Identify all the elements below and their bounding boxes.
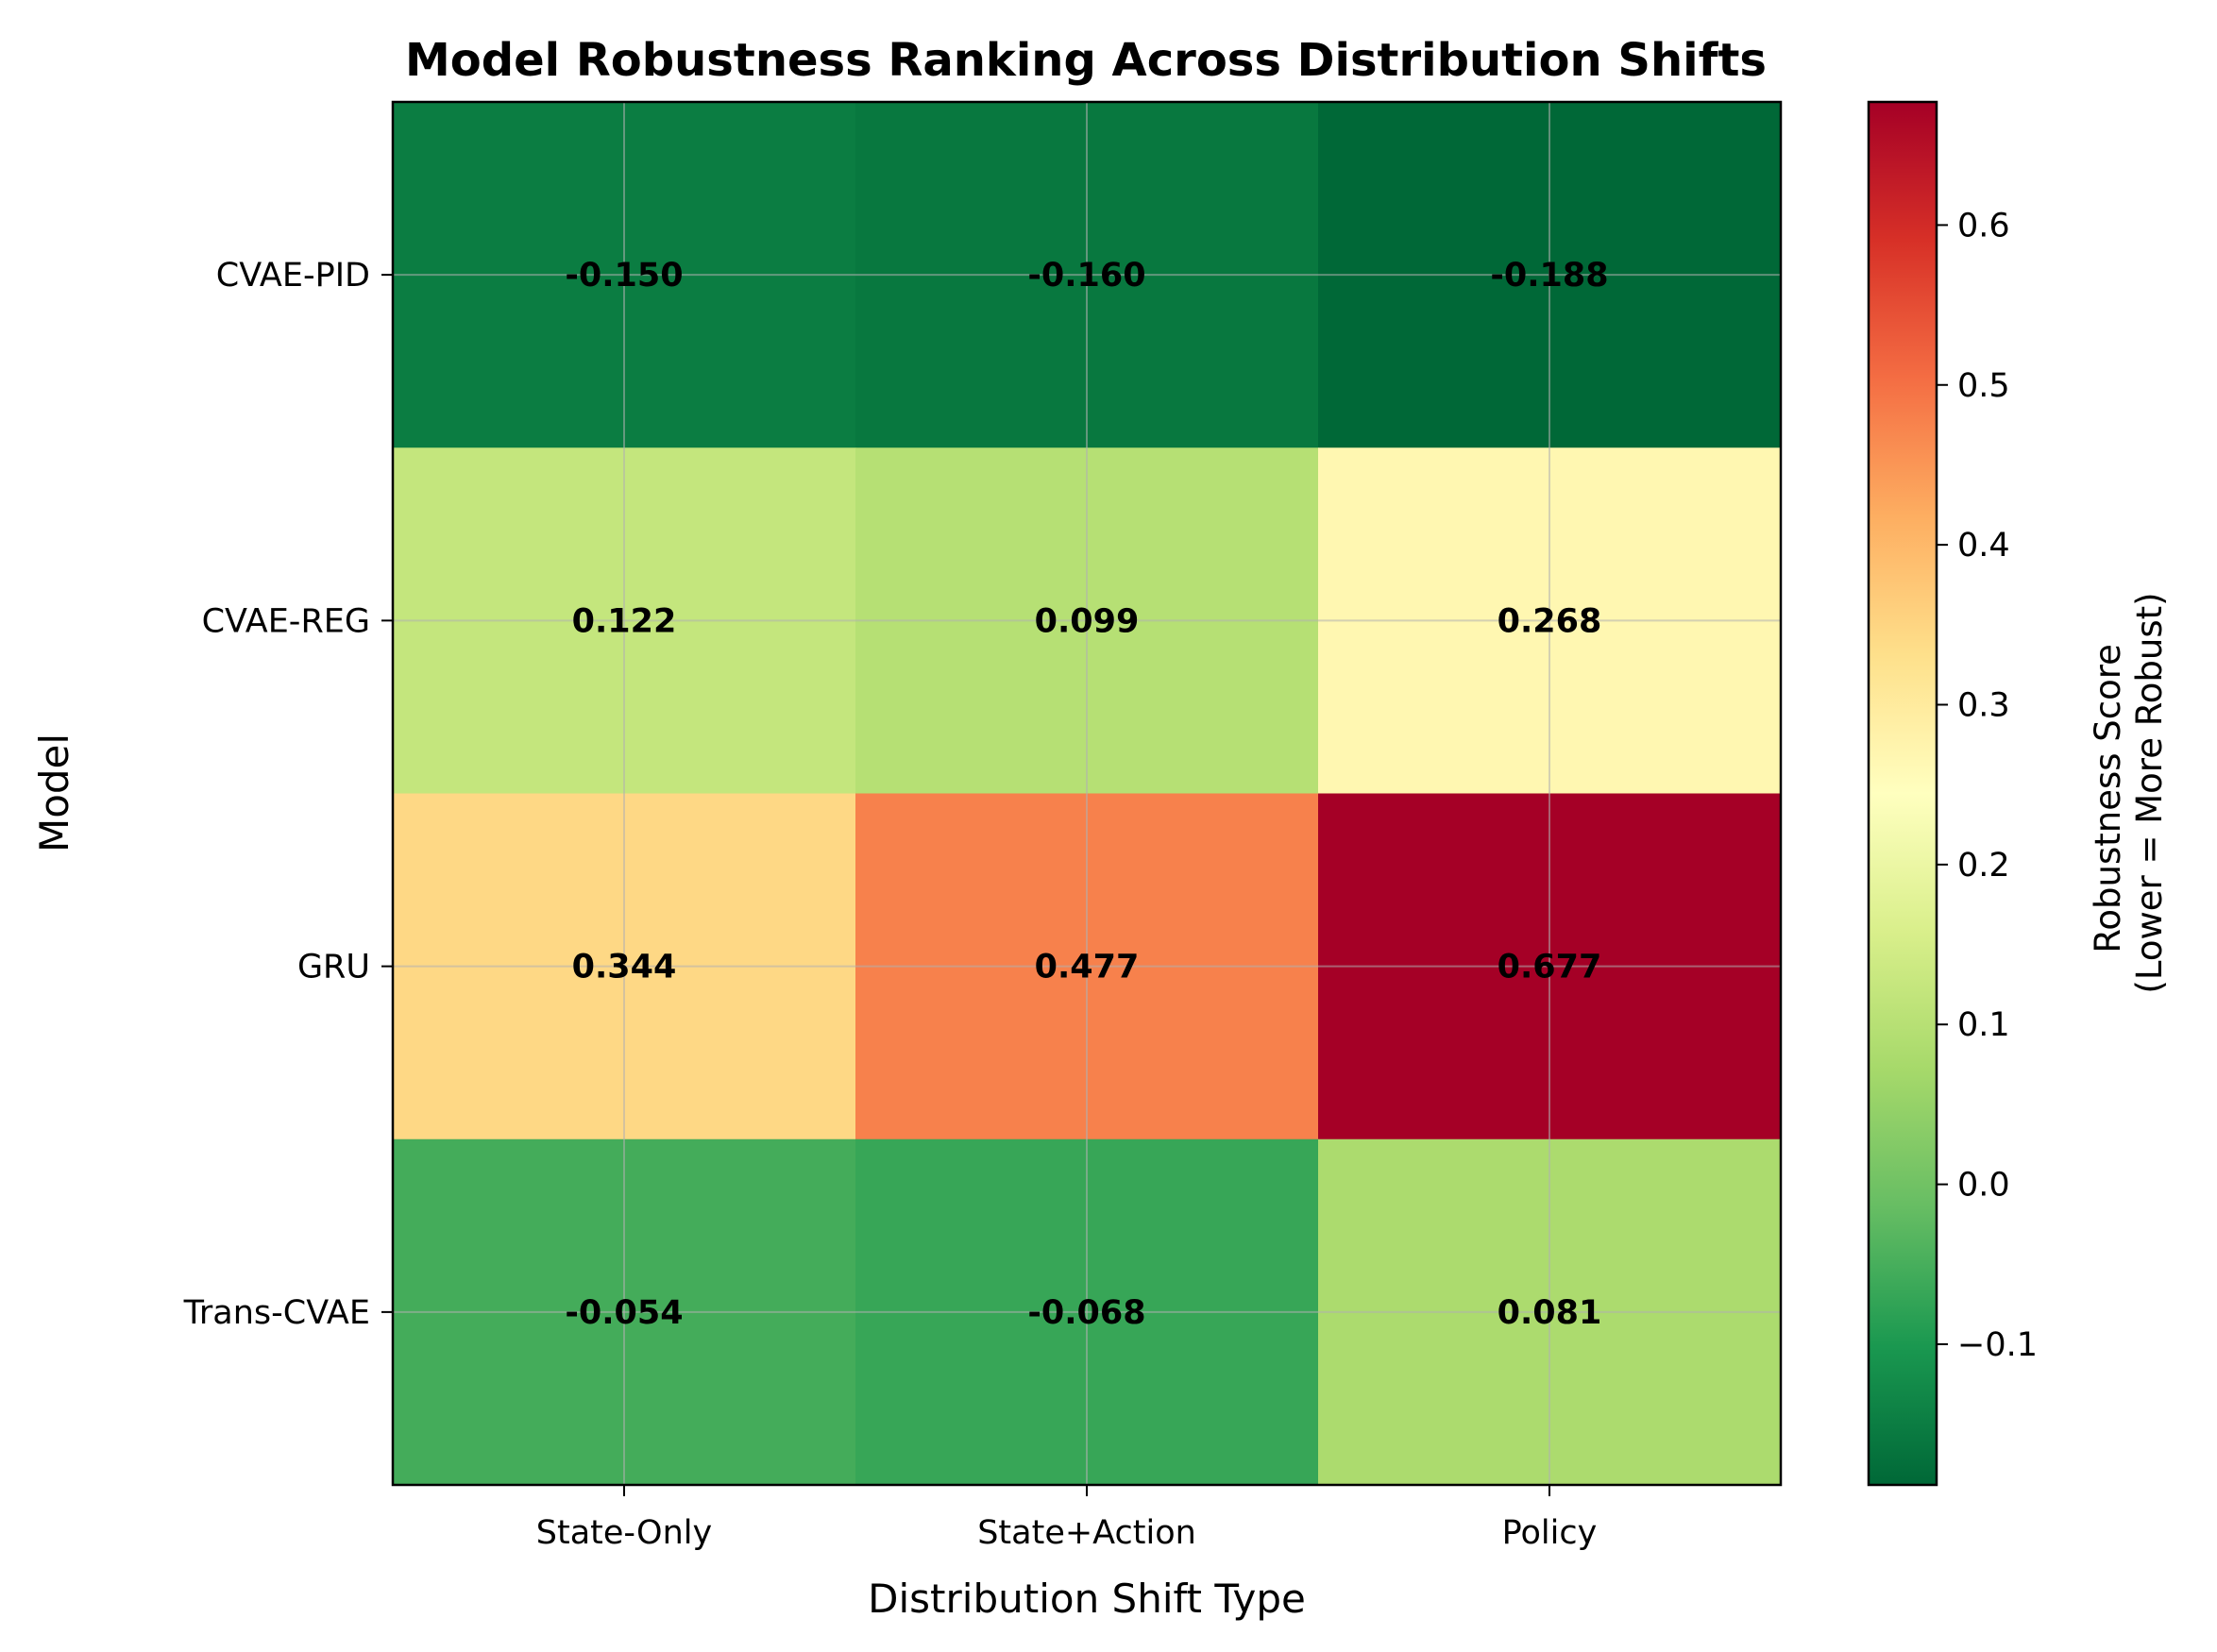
cell-value-label: 0.099	[1035, 602, 1140, 640]
colorbar-tick-label: 0.1	[1957, 1006, 2010, 1044]
colorbar-tick-label: 0.4	[1957, 527, 2010, 565]
y-tick-label: CVAE-REG	[202, 602, 370, 640]
colorbar-tick-label: 0.0	[1957, 1167, 2010, 1205]
x-tick-label: State+Action	[977, 1514, 1196, 1552]
cell-value-label: -0.150	[565, 257, 683, 295]
cell-value-label: 0.344	[572, 949, 677, 986]
cell-value-label: -0.054	[565, 1294, 683, 1332]
colorbar: −0.1 0.0 0.1 0.2 0.3 0.4 0.5 0.6 Robustness Sco…	[1867, 100, 2170, 1487]
cell-value-label: 0.477	[1035, 949, 1140, 986]
cell-value-label: 0.677	[1498, 949, 1602, 986]
grid-lines	[393, 102, 1781, 1485]
colorbar-ticks: −0.1 0.0 0.1 0.2 0.3 0.4 0.5 0.6	[1937, 207, 2038, 1364]
cell-value-label: -0.068	[1027, 1294, 1145, 1332]
chart-title: Model Robustness Ranking Across Distribu…	[405, 34, 1767, 87]
colorbar-tick-label: 0.2	[1957, 847, 2010, 885]
cell-value-label: -0.188	[1490, 257, 1608, 295]
cell-value-label: 0.122	[572, 602, 677, 640]
cell-value-label: 0.081	[1498, 1294, 1602, 1332]
colorbar-label-line-1: Robustness Score	[2088, 644, 2128, 953]
colorbar-tick-label: 0.3	[1957, 687, 2010, 725]
colorbar-tick-label: −0.1	[1957, 1326, 2038, 1364]
y-axis-label: Model	[31, 733, 77, 852]
cell-value-labels: -0.150 -0.160 -0.188 0.122 0.099 0.268 0.344 0.…	[565, 257, 1608, 1332]
y-axis-ticks: CVAE-PID CVAE-REG GRU Trans-CVAE	[183, 257, 393, 1332]
colorbar-label-line-2: (Lower = More Robust)	[2129, 592, 2170, 993]
y-tick-label: GRU	[297, 949, 370, 986]
cell-value-label: 0.268	[1498, 602, 1602, 640]
colorbar-tick-label: 0.6	[1957, 207, 2010, 244]
colorbar-label: Robustness Score (Lower = More Robust)	[2088, 592, 2170, 993]
colorbar-gradient	[1867, 100, 1938, 1487]
cell-value-label: -0.160	[1027, 257, 1145, 295]
y-tick-label: CVAE-PID	[216, 257, 370, 295]
x-tick-label: Policy	[1502, 1514, 1598, 1552]
x-axis-label: Distribution Shift Type	[868, 1576, 1306, 1622]
colorbar-tick-label: 0.5	[1957, 367, 2010, 405]
x-tick-label: State-Only	[536, 1514, 712, 1552]
y-tick-label: Trans-CVAE	[183, 1294, 370, 1332]
x-axis-ticks: State-Only State+Action Policy	[536, 1485, 1598, 1552]
